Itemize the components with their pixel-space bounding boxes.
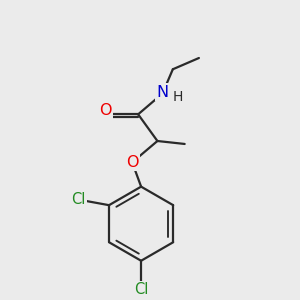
Text: O: O [99,103,112,118]
Text: Cl: Cl [71,192,85,207]
Text: Cl: Cl [134,282,148,297]
Text: N: N [156,85,169,100]
Text: O: O [126,155,139,170]
Text: H: H [173,90,183,104]
